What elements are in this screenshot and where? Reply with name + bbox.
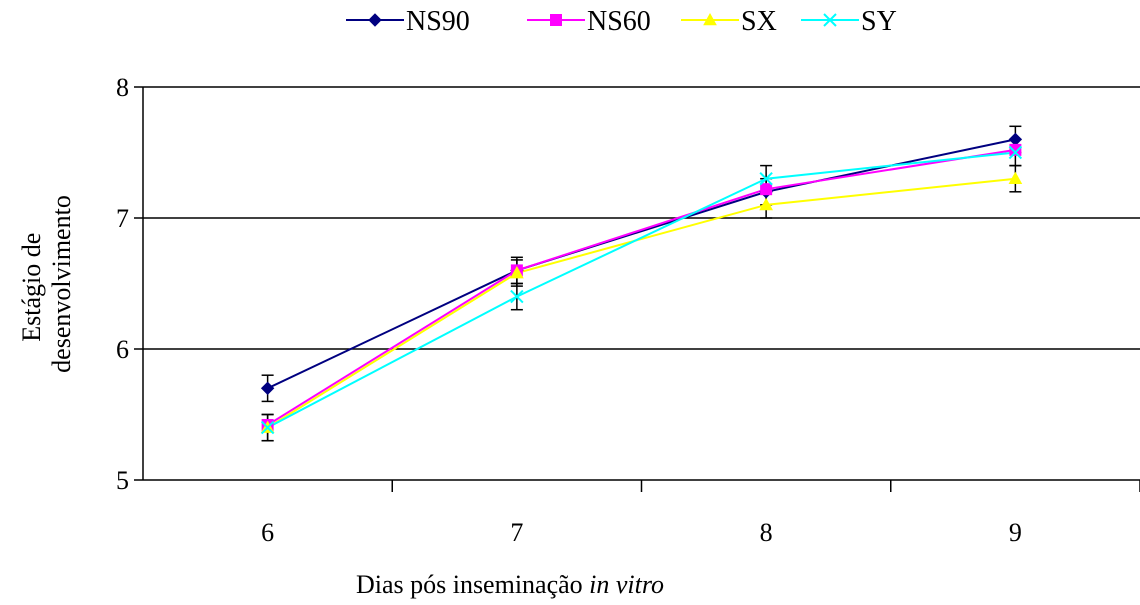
x-tick-label-6: 6 [261, 518, 274, 547]
point-sy-8-b [759, 171, 773, 186]
legend-marker-sy [823, 13, 837, 27]
legend-marker-ns60 [550, 14, 562, 26]
y-tick-label-6: 6 [116, 335, 129, 364]
point-ns90-9 [1008, 132, 1023, 147]
point-sy-9-b [1008, 145, 1023, 160]
y-ticks: 5 6 7 8 [116, 73, 143, 495]
legend-item-sx: SX [681, 6, 777, 37]
point-sy-9 [1008, 145, 1023, 160]
point-ns60-8 [760, 183, 773, 196]
legend-label-sx: SX [741, 6, 777, 37]
point-sy-6 [260, 420, 275, 435]
point-sy-6-b [260, 420, 275, 435]
legend-item-ns90: NS90 [346, 6, 470, 37]
y-axis-title-line-1: Estágio de [17, 233, 46, 342]
legend-label-ns90: NS90 [406, 6, 470, 37]
point-sx-8 [759, 197, 773, 211]
legend-marker-sx [703, 12, 717, 26]
point-sx-7 [510, 265, 524, 279]
y-tick-label-8: 8 [116, 73, 129, 102]
gridlines [143, 86, 1140, 350]
legend-label-sy: SY [861, 6, 897, 37]
y-axis-title: Estágio de desenvolvimento [17, 195, 76, 373]
x-ticks: 6 7 8 9 [261, 480, 1140, 547]
series-line-sy [267, 151, 1016, 429]
y-axis-title-line-2: desenvolvimento [47, 195, 76, 373]
x-axis-title: Dias pós inseminação in vitro [356, 570, 664, 599]
legend-item-ns60: NS60 [527, 6, 651, 37]
error-bars [261, 125, 1022, 442]
legend-item-sy: SY [801, 6, 897, 37]
legend-label-ns60: NS60 [587, 6, 651, 37]
y-tick-label-7: 7 [116, 204, 129, 233]
legend: NS90 NS60 SX SY [346, 6, 897, 37]
point-sy-8 [759, 171, 773, 186]
axes [142, 87, 1140, 481]
series-line-ns60 [267, 148, 1016, 426]
point-sx-9 [1008, 171, 1023, 184]
point-sy-7-b [510, 289, 524, 304]
x-tick-label-9: 9 [1009, 518, 1022, 547]
legend-marker-ns90 [368, 13, 382, 27]
point-ns90-6 [260, 381, 275, 396]
x-tick-label-8: 8 [760, 518, 773, 547]
series-line-sx [267, 177, 1016, 429]
legend-marker-sy-b [823, 13, 837, 27]
point-sy-7 [510, 289, 524, 304]
y-tick-label-5: 5 [116, 466, 129, 495]
point-ns60-9 [1009, 143, 1022, 156]
series-line-ns90 [267, 138, 1016, 390]
x-tick-label-7: 7 [510, 518, 523, 547]
series-layer [260, 125, 1023, 442]
